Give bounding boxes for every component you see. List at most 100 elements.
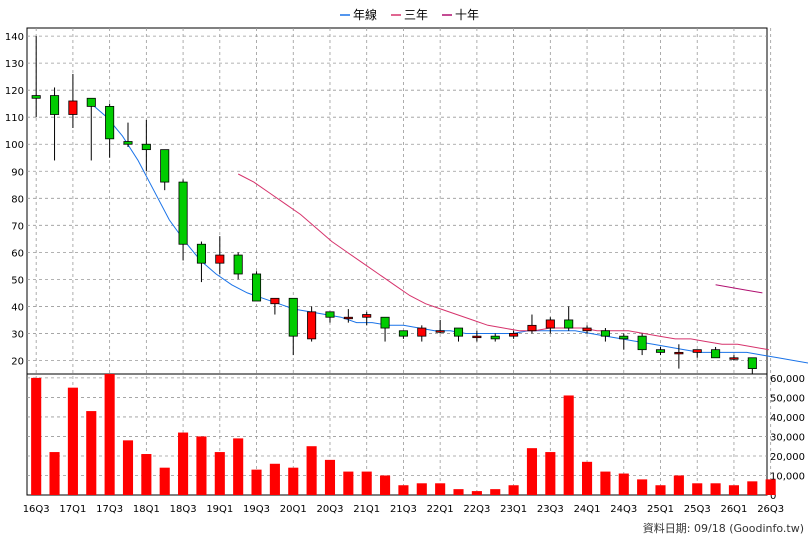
volume-bar (545, 452, 556, 495)
x-tick-label: 23Q1 (500, 504, 527, 515)
candle (178, 179, 188, 261)
volume-bar (104, 374, 115, 495)
x-tick-label: 21Q3 (390, 504, 417, 515)
volume-bar (233, 438, 244, 495)
candle-body (196, 243, 206, 264)
volume-bar (526, 448, 538, 495)
x-tick-label: 16Q3 (23, 504, 50, 515)
x-tick-label: 24Q3 (610, 504, 637, 515)
legend-label: 年線 (353, 7, 377, 22)
volume-bar (728, 485, 739, 495)
candle-body (729, 357, 739, 360)
data-date-footer: 資料日期: 09/18 (Goodinfo.tw) (643, 521, 804, 535)
candle (453, 327, 464, 342)
candle-body (343, 316, 353, 320)
volume-bar (178, 432, 189, 495)
price-tick-label: 50 (11, 275, 24, 286)
candle-body (251, 273, 262, 302)
candle-body (270, 297, 280, 305)
candle-body (86, 97, 96, 107)
price-tick-label: 80 (11, 194, 24, 205)
candle-body (233, 254, 243, 275)
volume-bar (122, 440, 134, 495)
volume-bar (324, 459, 336, 495)
volume-bar (398, 485, 409, 495)
x-tick-label: 18Q1 (133, 504, 160, 515)
candle (215, 236, 225, 274)
volume-bars (31, 374, 776, 495)
candle-body (509, 333, 519, 337)
x-tick-label: 20Q1 (280, 504, 307, 515)
price-tick-label: 40 (11, 302, 24, 313)
volume-bar (710, 483, 721, 495)
candle-body (564, 319, 574, 329)
volume-bar (159, 467, 170, 495)
candle (545, 317, 555, 334)
volume-bar (453, 489, 464, 495)
candle (270, 297, 280, 315)
volume-bar (288, 467, 299, 495)
candle-body (435, 330, 445, 333)
volume-tick-label: 10,000 (770, 471, 805, 482)
x-tick-label: 17Q3 (96, 504, 123, 515)
volume-bar (196, 436, 207, 495)
candle (68, 73, 78, 129)
volume-bar (380, 475, 391, 495)
candle (288, 297, 298, 356)
candle (343, 309, 353, 323)
candle (105, 103, 115, 158)
volume-bar (563, 395, 574, 495)
candle (380, 316, 390, 342)
legend: 年線 三年 十年 (340, 7, 479, 22)
candlesticks (31, 36, 757, 374)
candle (141, 119, 151, 172)
candle (600, 328, 610, 342)
candle-body (105, 105, 115, 140)
legend-label: 三年 (404, 8, 428, 22)
candle (160, 149, 170, 191)
candle-body (600, 330, 610, 337)
volume-tick-label: 40,000 (770, 413, 805, 424)
candle (619, 333, 629, 350)
candle (637, 333, 647, 356)
volume-bar (269, 463, 280, 495)
x-tick-label: 24Q1 (574, 504, 601, 515)
moving-averages (90, 103, 808, 364)
candle-body (50, 95, 60, 115)
candle-body (692, 349, 702, 353)
x-tick-label: 22Q1 (427, 504, 454, 515)
ma-line (90, 103, 808, 364)
volume-bar (600, 471, 611, 495)
plot-frame (26, 27, 768, 496)
candle (31, 36, 41, 118)
x-tick-label: 25Q3 (684, 504, 711, 515)
candle-body (637, 335, 647, 351)
candle (251, 271, 262, 302)
volume-tick-label: 30,000 (770, 432, 805, 443)
volume-bar (343, 471, 354, 495)
candle (692, 349, 702, 358)
candle-body (380, 316, 390, 329)
candle (582, 325, 592, 334)
candle (86, 97, 96, 161)
candle (435, 319, 445, 334)
volume-bar (141, 454, 152, 495)
candle-body (453, 327, 464, 337)
volume-bar (471, 491, 482, 495)
candle-body (472, 335, 482, 339)
candle (564, 306, 574, 331)
candle (50, 87, 60, 161)
candle (527, 314, 537, 334)
volume-bar (86, 411, 97, 495)
ma-line (237, 173, 769, 351)
candle-body (398, 330, 408, 337)
volume-bar (214, 452, 225, 495)
candle-body (545, 319, 555, 329)
candle-body (362, 314, 372, 318)
legend-label: 十年 (455, 8, 479, 22)
volume-bar (655, 485, 666, 495)
volume-bar (508, 485, 519, 495)
price-tick-label: 90 (11, 167, 24, 178)
volume-tick-label: 0 (770, 491, 776, 502)
